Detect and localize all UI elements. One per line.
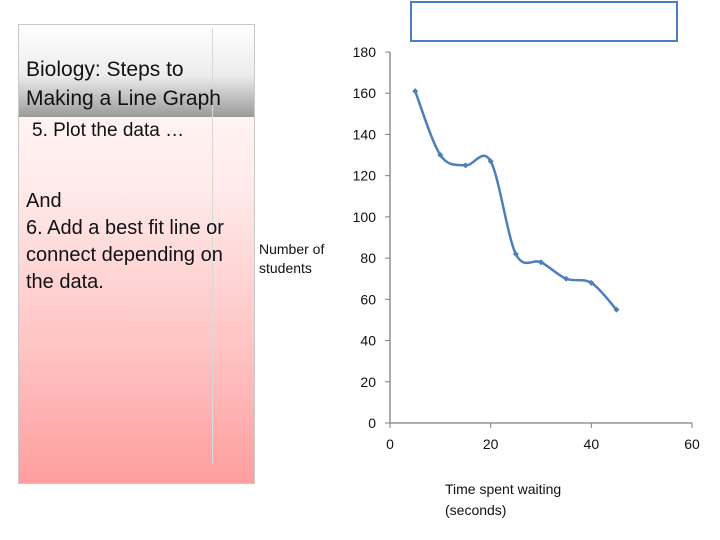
slide-title-line1: Biology: Steps to xyxy=(26,58,184,81)
x-axis-label-line2: (seconds) xyxy=(445,502,507,518)
data-point xyxy=(462,162,469,169)
y-tick-label: 120 xyxy=(353,168,377,184)
slide-title: Biology: Steps to Making a Line Graph xyxy=(26,55,221,113)
step6-line4: the data. xyxy=(26,271,104,293)
x-tick-label: 20 xyxy=(483,436,499,452)
data-point xyxy=(538,259,544,266)
data-point xyxy=(437,152,444,159)
panel-divider xyxy=(212,28,213,464)
step6-line2: 6. Add a best fit line or xyxy=(26,217,224,239)
y-tick-label: 60 xyxy=(360,291,376,307)
y-tick-label: 100 xyxy=(353,209,377,225)
data-point xyxy=(588,279,595,286)
y-tick-label: 160 xyxy=(353,85,377,101)
y-tick-label: 40 xyxy=(360,333,376,349)
empty-text-box[interactable] xyxy=(410,1,678,42)
series-line xyxy=(414,90,618,311)
y-tick-label: 80 xyxy=(360,250,376,266)
step5-text: 5. Plot the data … xyxy=(32,120,185,141)
x-tick-label: 40 xyxy=(584,436,600,452)
data-point xyxy=(412,88,419,95)
step6-text: And 6. Add a best fit line or connect de… xyxy=(26,188,266,296)
y-tick-label: 0 xyxy=(368,415,376,431)
y-tick-label: 180 xyxy=(353,44,377,60)
y-axis-label: Number of students xyxy=(259,240,324,278)
content-panel xyxy=(18,24,255,484)
slide-title-line2: Making a Line Graph xyxy=(26,87,221,110)
step6-line3: connect depending on xyxy=(26,244,223,266)
x-tick-label: 60 xyxy=(684,436,700,452)
x-axis-label: Time spent waiting (seconds) xyxy=(445,479,561,521)
data-point xyxy=(613,306,620,313)
title-banner xyxy=(19,25,254,117)
y-tick-label: 140 xyxy=(353,126,377,142)
x-tick-label: 0 xyxy=(386,436,394,452)
data-point xyxy=(487,158,494,165)
y-axis-label-line1: Number of xyxy=(259,241,325,257)
data-point xyxy=(563,275,570,282)
data-point xyxy=(512,250,519,257)
y-tick-label: 20 xyxy=(360,374,376,390)
y-axis-label-line2: students xyxy=(259,260,312,276)
x-axis-label-line1: Time spent waiting xyxy=(445,481,562,497)
step6-line1: And xyxy=(26,190,62,212)
